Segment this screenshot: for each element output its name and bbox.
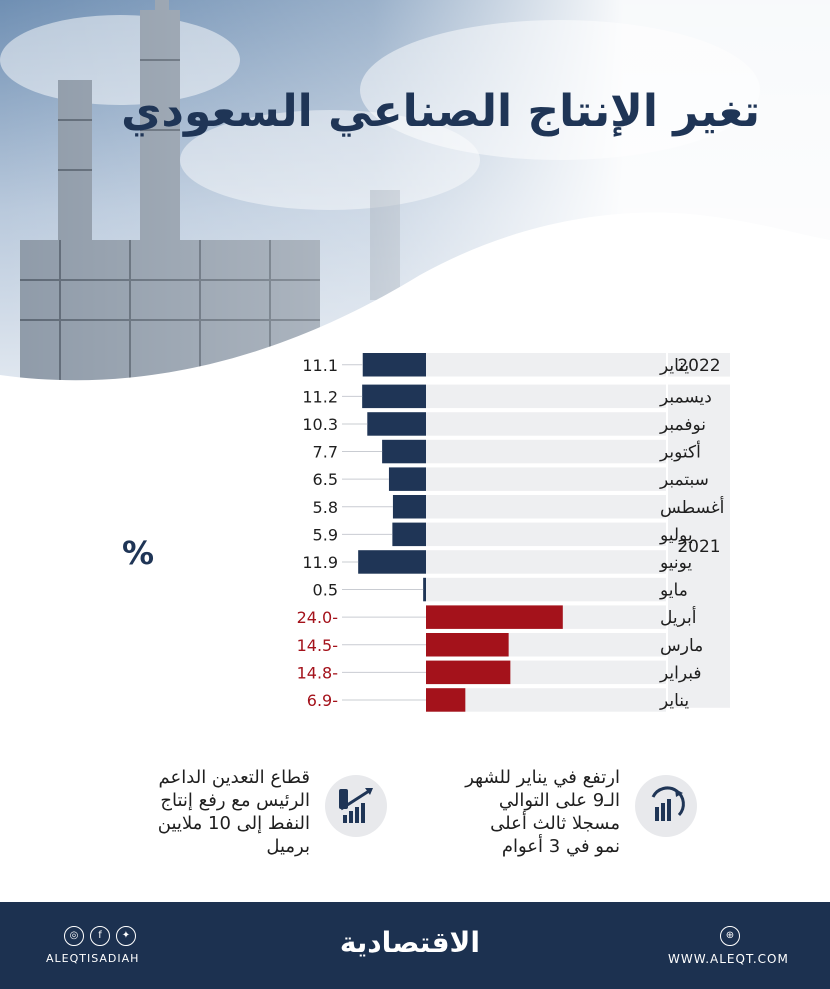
value-label: 10.3 <box>302 415 338 434</box>
month-label: يناير <box>659 691 689 711</box>
row-bg <box>426 384 666 409</box>
row-bg <box>426 495 666 519</box>
bar <box>382 439 426 464</box>
bar <box>426 688 466 712</box>
year-label-2021: 2021 <box>677 537 720 557</box>
bar <box>423 577 426 602</box>
bar <box>362 384 426 409</box>
value-label: 24.0- <box>297 608 338 627</box>
value-label: 11.9 <box>302 553 338 572</box>
year-box-2022 <box>668 353 730 377</box>
year-box-2021 <box>668 384 730 708</box>
row-bg <box>426 577 666 602</box>
value-label: 5.8 <box>313 498 338 517</box>
twitter-icon[interactable]: ✦ <box>116 926 136 946</box>
month-label: فبراير <box>659 663 701 683</box>
unit-label: % <box>122 534 155 572</box>
bar <box>426 633 509 657</box>
month-label: ديسمبر <box>659 387 712 407</box>
bar <box>392 495 426 519</box>
oil-growth-icon <box>339 788 373 823</box>
row-bg <box>426 353 666 377</box>
facebook-icon[interactable]: f <box>90 926 110 946</box>
value-label: 0.5 <box>313 581 338 600</box>
row-bg <box>426 688 666 712</box>
month-label: مارس <box>660 636 703 656</box>
mining-icon-circle <box>325 775 387 837</box>
row-bg <box>426 439 666 464</box>
brand-logo: الاقتصادية <box>339 926 480 959</box>
month-label: مايو <box>659 581 688 601</box>
month-label: سبتمبر <box>659 470 709 490</box>
month-label: أغسطس <box>660 496 724 518</box>
value-label: 14.8- <box>297 663 338 682</box>
row-bg <box>426 522 666 547</box>
month-label: أكتوبر <box>659 441 701 463</box>
hero-image <box>0 0 830 420</box>
value-label: 14.5- <box>297 636 338 655</box>
note-january-growth: ارتفع في يناير للشهر الـ9 على التوالي مس… <box>465 767 620 857</box>
month-label: يونيو <box>659 553 692 573</box>
month-label: أبريل <box>660 606 696 628</box>
bar <box>392 522 426 547</box>
growth-icon-circle <box>635 775 697 837</box>
bar <box>367 412 426 436</box>
bar <box>426 660 511 685</box>
month-label: نوفمبر <box>659 415 706 435</box>
value-label: 11.1 <box>302 356 338 375</box>
bar <box>426 605 563 629</box>
social-handle[interactable]: ALEQTISADIAH <box>46 952 140 965</box>
value-label: 6.5 <box>313 470 338 489</box>
note-mining-sector: قطاع التعدين الداعم الرئيس مع رفع إنتاج … <box>157 767 310 857</box>
footer <box>0 902 830 989</box>
bar <box>358 550 426 574</box>
bar <box>362 353 426 377</box>
website-url[interactable]: WWW.ALEQT.COM <box>668 952 789 966</box>
value-label: 5.9 <box>313 525 338 544</box>
globe-icon: ⊕ <box>720 926 740 946</box>
bar <box>388 467 426 491</box>
value-label: 7.7 <box>313 443 338 462</box>
rising-chart-icon <box>651 786 685 821</box>
row-bg <box>426 467 666 491</box>
value-label: 11.2 <box>302 387 338 406</box>
row-bg <box>426 412 666 436</box>
year-label-2022: 2022 <box>677 356 720 376</box>
month-label: يوليو <box>659 525 693 545</box>
value-label: 6.9- <box>307 691 338 710</box>
row-bg <box>426 550 666 574</box>
month-label: يناير <box>659 356 689 376</box>
chart-title: تغير الإنتاج الصناعي السعودي <box>121 86 760 137</box>
instagram-icon[interactable]: ◎ <box>64 926 84 946</box>
